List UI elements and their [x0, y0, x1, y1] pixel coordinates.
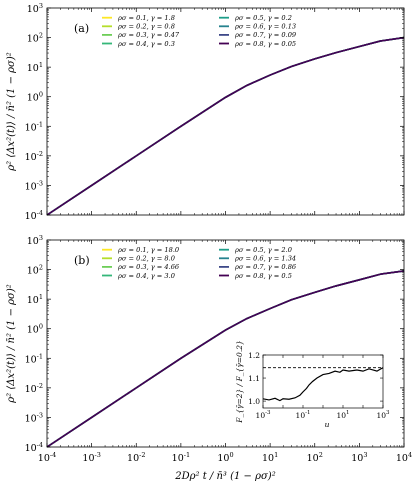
inset-y-axis-label: F_{γ̄=2} / F_{γ̄=0.2} — [235, 340, 244, 424]
plot-frame — [46, 239, 405, 448]
legend-label: ρσ = 0.1, γ = 1.8 — [117, 14, 175, 22]
y-tick-label: 10-2 — [25, 382, 43, 395]
x-tick-label: 103 — [351, 451, 367, 464]
panel-b: 10-4 10-3 10-2 10-1 100 101 102 103 10410-410-31… — [6, 234, 412, 482]
legend-label: ρσ = 0.7, γ = 0.86 — [234, 263, 296, 271]
legend-label: ρσ = 0.3, γ = 4.66 — [117, 263, 179, 271]
legend-label: ρσ = 0.2, γ = 0.8 — [117, 23, 175, 31]
inset-x-axis-label: u — [325, 420, 330, 429]
series-line-5 — [46, 36, 405, 216]
series-line-3 — [46, 36, 405, 216]
legend-label: ρσ = 0.5, γ = 2.0 — [234, 246, 292, 254]
series-line-4 — [46, 36, 405, 216]
y-tick-label: 103 — [27, 2, 43, 15]
x-tick-label: 10-2 — [127, 451, 145, 464]
series-line-8 — [46, 36, 405, 216]
series-line-2 — [46, 36, 405, 216]
legend-label: ρσ = 0.6, γ = 1.34 — [234, 255, 296, 263]
x-tick-label: 10-4 — [38, 451, 56, 464]
legend-label: ρσ = 0.8, γ = 0.05 — [234, 40, 296, 48]
y-tick-label: 10-4 — [25, 441, 43, 454]
legend-label: ρσ = 0.2, γ = 8.0 — [117, 255, 175, 263]
inset-y-tick-label: 1.2 — [248, 351, 260, 360]
inset-y-tick-label: 1.0 — [248, 397, 260, 406]
y-axis-label: ρ² ⟨Δx²(t)⟩ / n̄² (1 − ρσ)² — [6, 284, 17, 404]
y-tick-label: 10-4 — [25, 209, 43, 222]
series-line-7 — [46, 36, 405, 216]
y-tick-label: 10-3 — [25, 411, 43, 424]
x-tick-label: 10-1 — [172, 451, 190, 464]
panel-label: (b) — [74, 254, 90, 267]
x-tick-label: 101 — [262, 451, 278, 464]
legend-label: ρσ = 0.7, γ = 0.09 — [234, 31, 296, 39]
inset-series-line — [262, 367, 384, 402]
x-tick-label: 100 — [217, 451, 233, 464]
x-tick-label: 102 — [307, 451, 323, 464]
x-axis-label: 2Dρ² t / n̄³ (1 − ρσ)² — [174, 471, 275, 482]
y-axis-label: ρ² ⟨Δx²(t)⟩ / n̄² (1 − ρσ)² — [6, 52, 17, 172]
y-tick-label: 10-2 — [25, 150, 43, 163]
series-line-8 — [46, 270, 405, 448]
legend-label: ρσ = 0.1, γ = 18.0 — [117, 246, 179, 254]
y-tick-label: 100 — [27, 91, 43, 104]
inset-x-tick-label: 103 — [376, 410, 390, 420]
y-tick-label: 101 — [27, 61, 43, 74]
legend-label: ρσ = 0.4, γ = 3.0 — [117, 272, 175, 280]
y-tick-label: 10-1 — [25, 120, 43, 133]
x-tick-label: 104 — [396, 451, 412, 464]
y-tick-label: 100 — [27, 323, 43, 336]
inset-x-tick-label: 10-3 — [256, 410, 271, 420]
legend-label: ρσ = 0.6, γ = 0.13 — [234, 23, 296, 31]
y-tick-label: 10-1 — [25, 352, 43, 365]
legend-label: ρσ = 0.5, γ = 0.2 — [234, 14, 292, 22]
series-line-6 — [46, 36, 405, 216]
y-tick-label: 103 — [27, 234, 43, 247]
legend-label: ρσ = 0.3, γ = 0.47 — [117, 31, 180, 39]
inset-x-tick-label: 101 — [336, 410, 349, 420]
inset-chart: 10-3 10-1 101 103 1.0 1.1 1.2 u F_{γ̄=2} / F_{γ̄… — [235, 340, 390, 429]
inset-y-tick-label: 1.1 — [248, 374, 260, 383]
legend-label: ρσ = 0.8, γ = 0.5 — [234, 272, 292, 280]
panel-label: (a) — [74, 22, 89, 35]
plot-frame — [46, 7, 405, 216]
y-tick-label: 102 — [27, 32, 43, 45]
panel-a: 10-4 10-3 10-2 10-1 100 101 102 103 (a) ρσ = 0.1,… — [6, 2, 405, 222]
legend-label: ρσ = 0.4, γ = 0.3 — [117, 40, 175, 48]
inset-x-tick-label: 10-1 — [296, 410, 311, 420]
x-tick-label: 10-3 — [82, 451, 100, 464]
y-tick-label: 10-3 — [25, 179, 43, 192]
y-tick-label: 102 — [27, 264, 43, 277]
series-line-1 — [46, 36, 405, 216]
y-tick-label: 101 — [27, 293, 43, 306]
